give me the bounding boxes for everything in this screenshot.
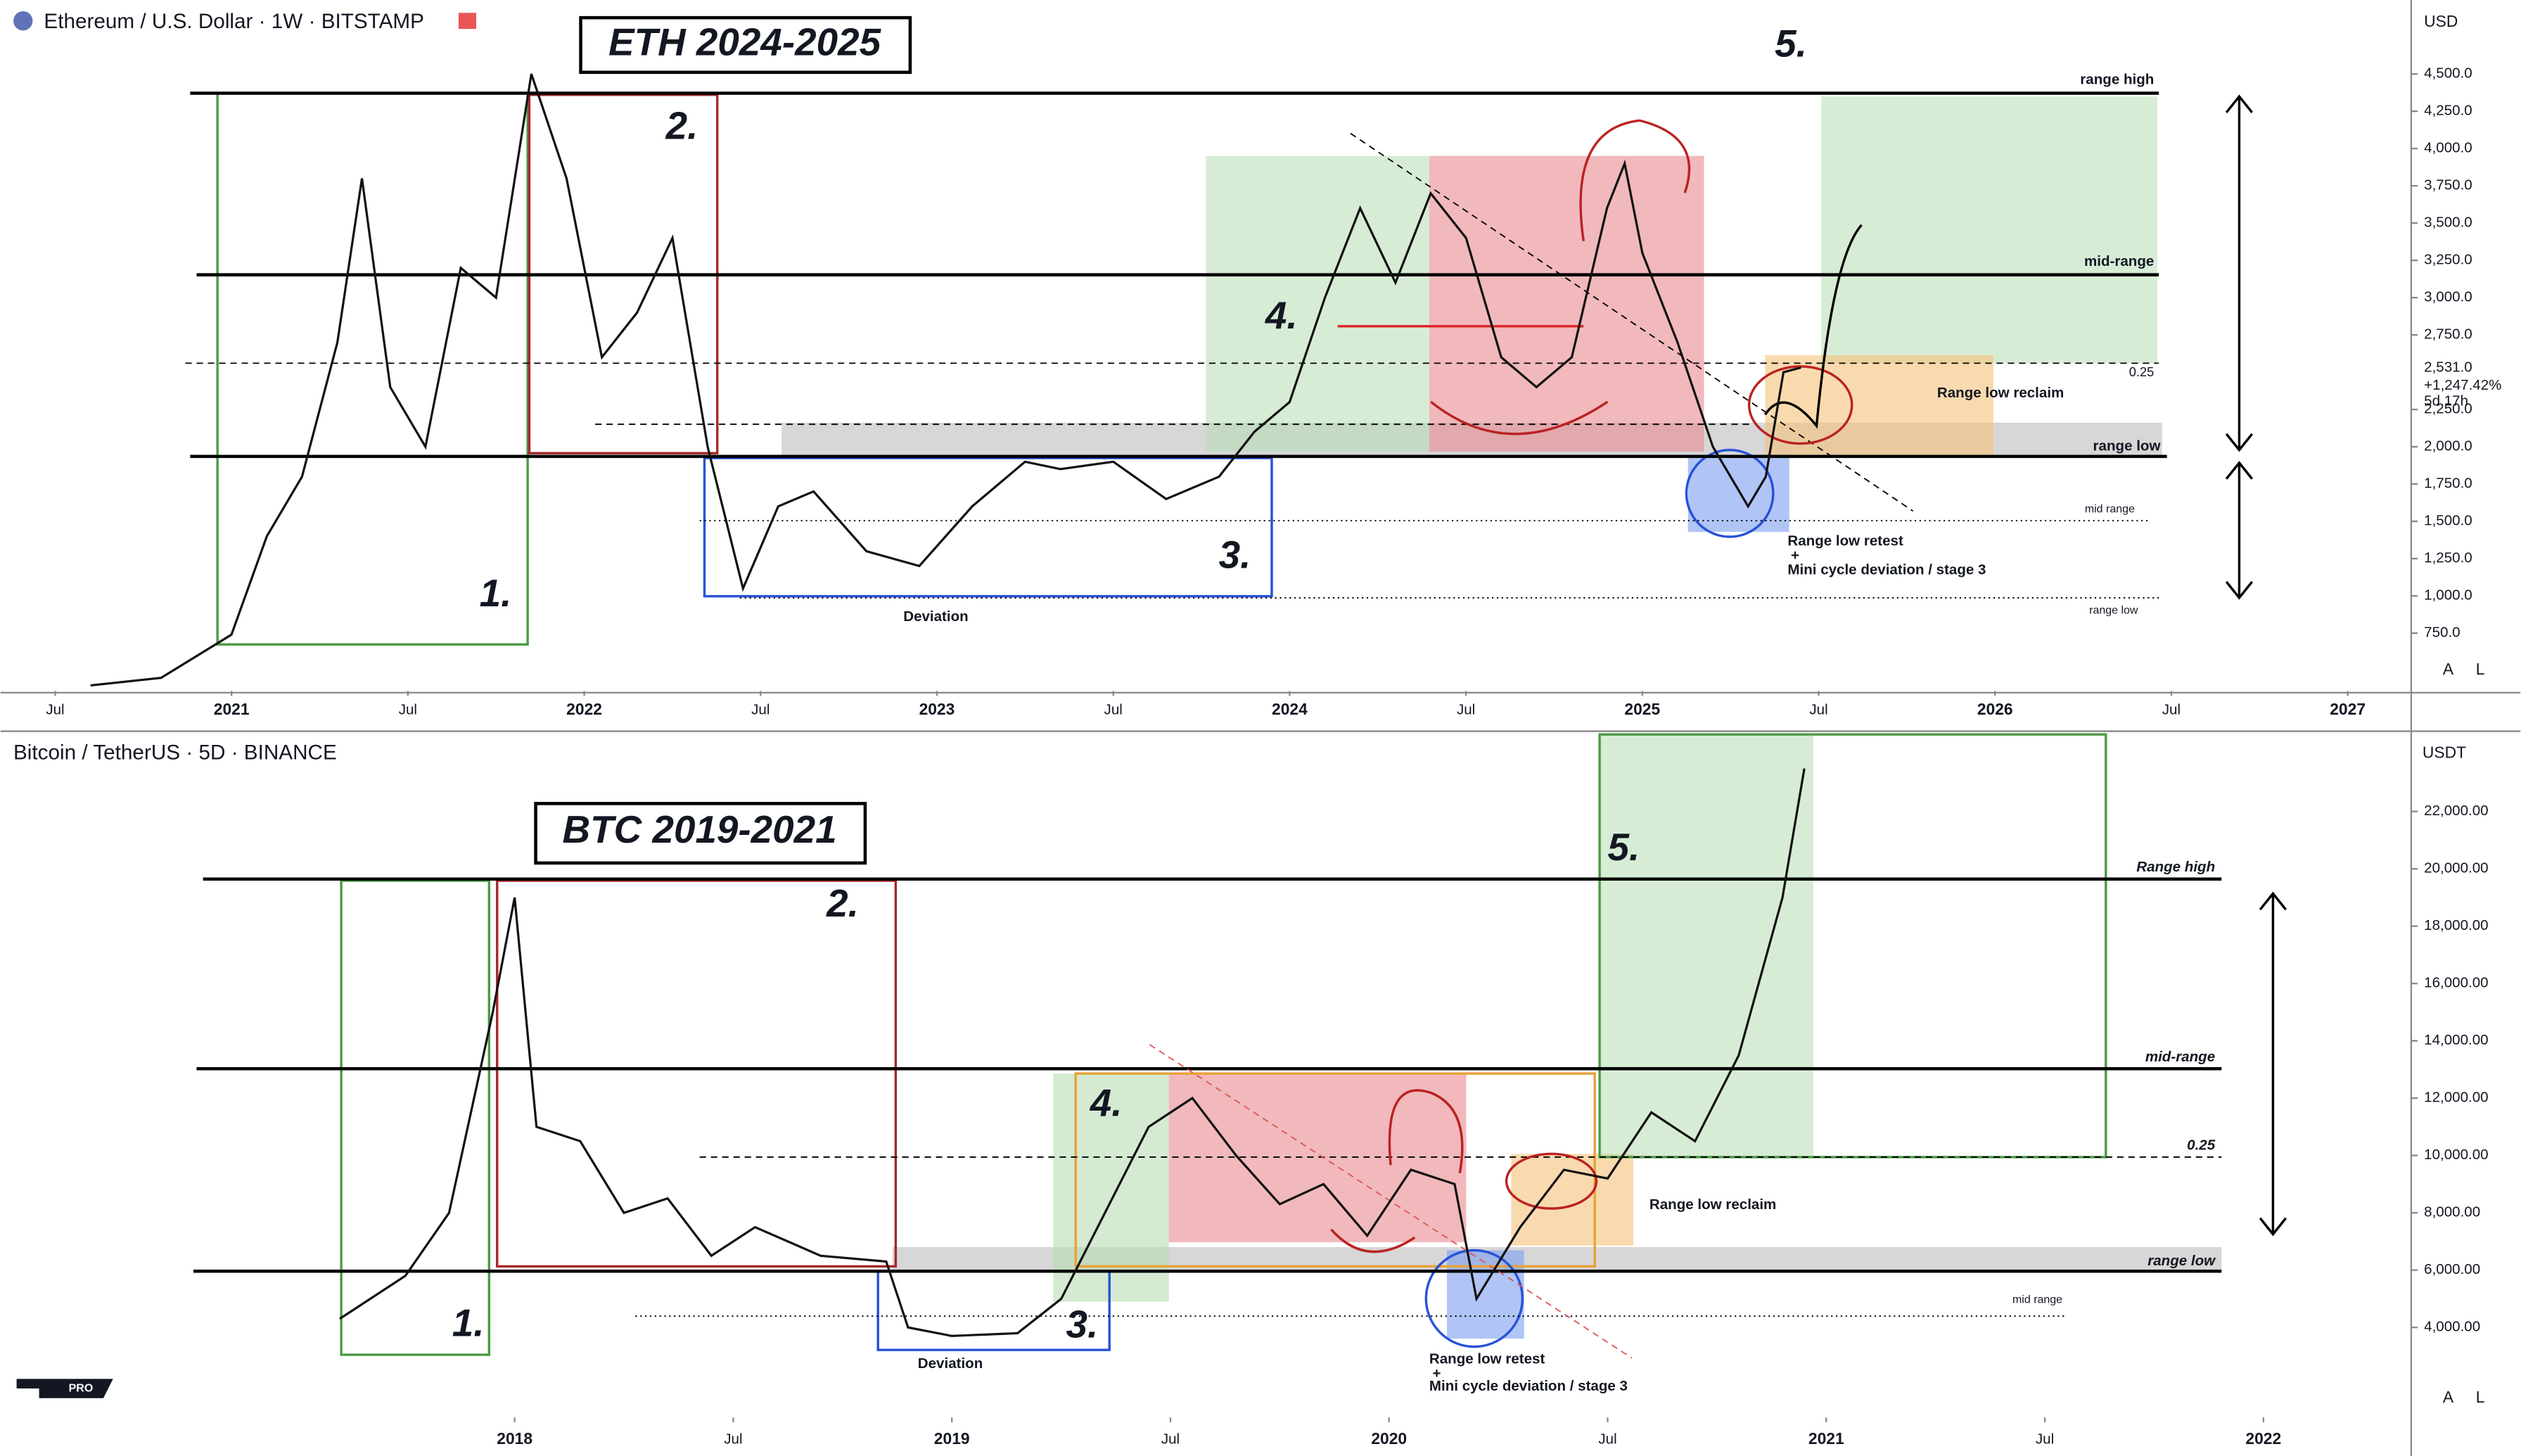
x-tick-label: Jul — [751, 701, 770, 717]
y-tick-label: 10,000.00 — [2424, 1147, 2488, 1163]
annotation: 5. — [1775, 22, 1807, 65]
price-tag: 5d 17h — [2424, 393, 2468, 409]
x-tick-label: 2027 — [2330, 700, 2366, 718]
y-tick-label: 8,000.00 — [2424, 1204, 2480, 1220]
y-tick-label: 3,750.0 — [2424, 177, 2472, 193]
y-tick-label: 12,000.00 — [2424, 1090, 2488, 1106]
y-tick-label: 6,000.00 — [2424, 1261, 2480, 1277]
annotation: ETH 2024-2025 — [608, 20, 882, 63]
scale-button[interactable]: L — [2476, 1388, 2485, 1406]
annotation: mid-range — [2145, 1049, 2215, 1065]
annotation: range low — [2089, 604, 2138, 616]
y-tick-label: 2,250.0 — [2424, 401, 2472, 417]
x-tick-label: 2026 — [1977, 700, 2013, 718]
annotation: Range low retest — [1787, 532, 1903, 549]
annotation: Range high — [2136, 859, 2215, 875]
y-tick-label: 1,250.0 — [2424, 550, 2472, 566]
annotation: + — [1791, 547, 1799, 563]
x-tick-label: Jul — [2036, 1431, 2054, 1448]
chart-title: Bitcoin / TetherUS · 5D · BINANCE — [13, 741, 337, 764]
x-tick-label: 2024 — [1272, 700, 1308, 718]
x-tick-label: 2021 — [214, 700, 250, 718]
annotation: 4. — [1090, 1080, 1123, 1124]
x-tick-label: Jul — [724, 1431, 742, 1448]
y-tick-label: 4,250.0 — [2424, 103, 2472, 119]
annotation: 2. — [826, 881, 859, 925]
x-tick-label: 2022 — [2245, 1429, 2281, 1448]
annotation: 5. — [1607, 825, 1640, 869]
annotation: Deviation — [903, 608, 968, 625]
currency: USDT — [2423, 743, 2466, 762]
x-tick-label: Jul — [1161, 1431, 1180, 1448]
annotation: range low — [2147, 1253, 2216, 1269]
price-line — [90, 73, 1801, 687]
annotation: + — [1432, 1365, 1441, 1381]
annotation: range low — [2093, 438, 2162, 454]
x-tick-label: Jul — [399, 701, 417, 717]
eth-drawings — [13, 11, 2254, 646]
price-tag: 2,531.0 — [2424, 359, 2472, 376]
logo: PRO — [69, 1382, 94, 1394]
annotation: 0.25 — [2187, 1137, 2216, 1153]
annotation: mid range — [2085, 503, 2135, 515]
x-tick-label: 2022 — [566, 700, 602, 718]
annotation: mid-range — [2084, 253, 2154, 269]
annotation: Mini cycle deviation / stage 3 — [1787, 562, 1986, 578]
x-tick-label: Jul — [46, 701, 64, 717]
annotation: BTC 2019-2021 — [563, 807, 837, 851]
y-tick-label: 4,000.00 — [2424, 1319, 2480, 1335]
x-tick-label: Jul — [2162, 701, 2181, 717]
price-tag: +1,247.42% — [2424, 377, 2501, 393]
annotation: 3. — [1219, 532, 1251, 576]
annotation: Mini cycle deviation / stage 3 — [1429, 1378, 1628, 1394]
scale-button[interactable]: A — [2443, 660, 2454, 678]
annotation: 3. — [1066, 1303, 1099, 1346]
y-tick-label: 20,000.00 — [2424, 860, 2488, 876]
x-tick-label: Jul — [1457, 701, 1475, 717]
y-tick-label: 4,500.0 — [2424, 65, 2472, 82]
annotation: Range low reclaim — [1649, 1196, 1776, 1213]
x-tick-label: Jul — [1104, 701, 1123, 717]
y-tick-label: 18,000.00 — [2424, 917, 2488, 933]
y-tick-label: 2,000.0 — [2424, 438, 2472, 454]
x-tick-label: 2021 — [1808, 1429, 1844, 1448]
y-tick-label: 2,750.0 — [2424, 326, 2472, 343]
y-tick-label: 3,250.0 — [2424, 252, 2472, 268]
y-tick-label: 4,000.0 — [2424, 140, 2472, 156]
x-tick-label: 2020 — [1371, 1429, 1407, 1448]
y-tick-label: 1,750.0 — [2424, 475, 2472, 492]
currency: USD — [2424, 12, 2458, 30]
y-tick-label: 3,500.0 — [2424, 215, 2472, 231]
annotation: 1. — [452, 1301, 485, 1344]
y-tick-label: 750.0 — [2424, 625, 2460, 641]
annotation: 4. — [1265, 293, 1298, 337]
annotation: 1. — [480, 571, 512, 615]
annotation: range high — [2080, 72, 2154, 88]
scale-button[interactable]: A — [2443, 1388, 2454, 1406]
x-tick-label: Jul — [1809, 701, 1827, 717]
y-tick-label: 1,500.0 — [2424, 513, 2472, 529]
x-tick-label: 2018 — [497, 1429, 532, 1448]
y-tick-label: 1,000.0 — [2424, 587, 2472, 604]
annotation: 2. — [665, 103, 698, 147]
scale-button[interactable]: L — [2476, 660, 2485, 678]
y-tick-label: 14,000.00 — [2424, 1032, 2488, 1048]
chart-title: Ethereum / U.S. Dollar · 1W · BITSTAMP — [44, 10, 424, 33]
annotation: Deviation — [918, 1355, 983, 1372]
y-tick-label: 16,000.00 — [2424, 975, 2488, 991]
y-tick-label: 22,000.00 — [2424, 803, 2488, 819]
annotation: Range low retest — [1429, 1350, 1545, 1367]
x-tick-label: Jul — [1598, 1431, 1616, 1448]
annotation: Range low reclaim — [1937, 385, 2064, 401]
x-tick-label: 2019 — [934, 1429, 970, 1448]
annotation: 0.25 — [2129, 364, 2155, 379]
x-tick-label: 2025 — [1624, 700, 1660, 718]
y-tick-label: 3,000.0 — [2424, 289, 2472, 305]
x-tick-label: 2023 — [919, 700, 955, 718]
price-line — [339, 768, 1806, 1337]
annotation: mid range — [2012, 1294, 2062, 1306]
